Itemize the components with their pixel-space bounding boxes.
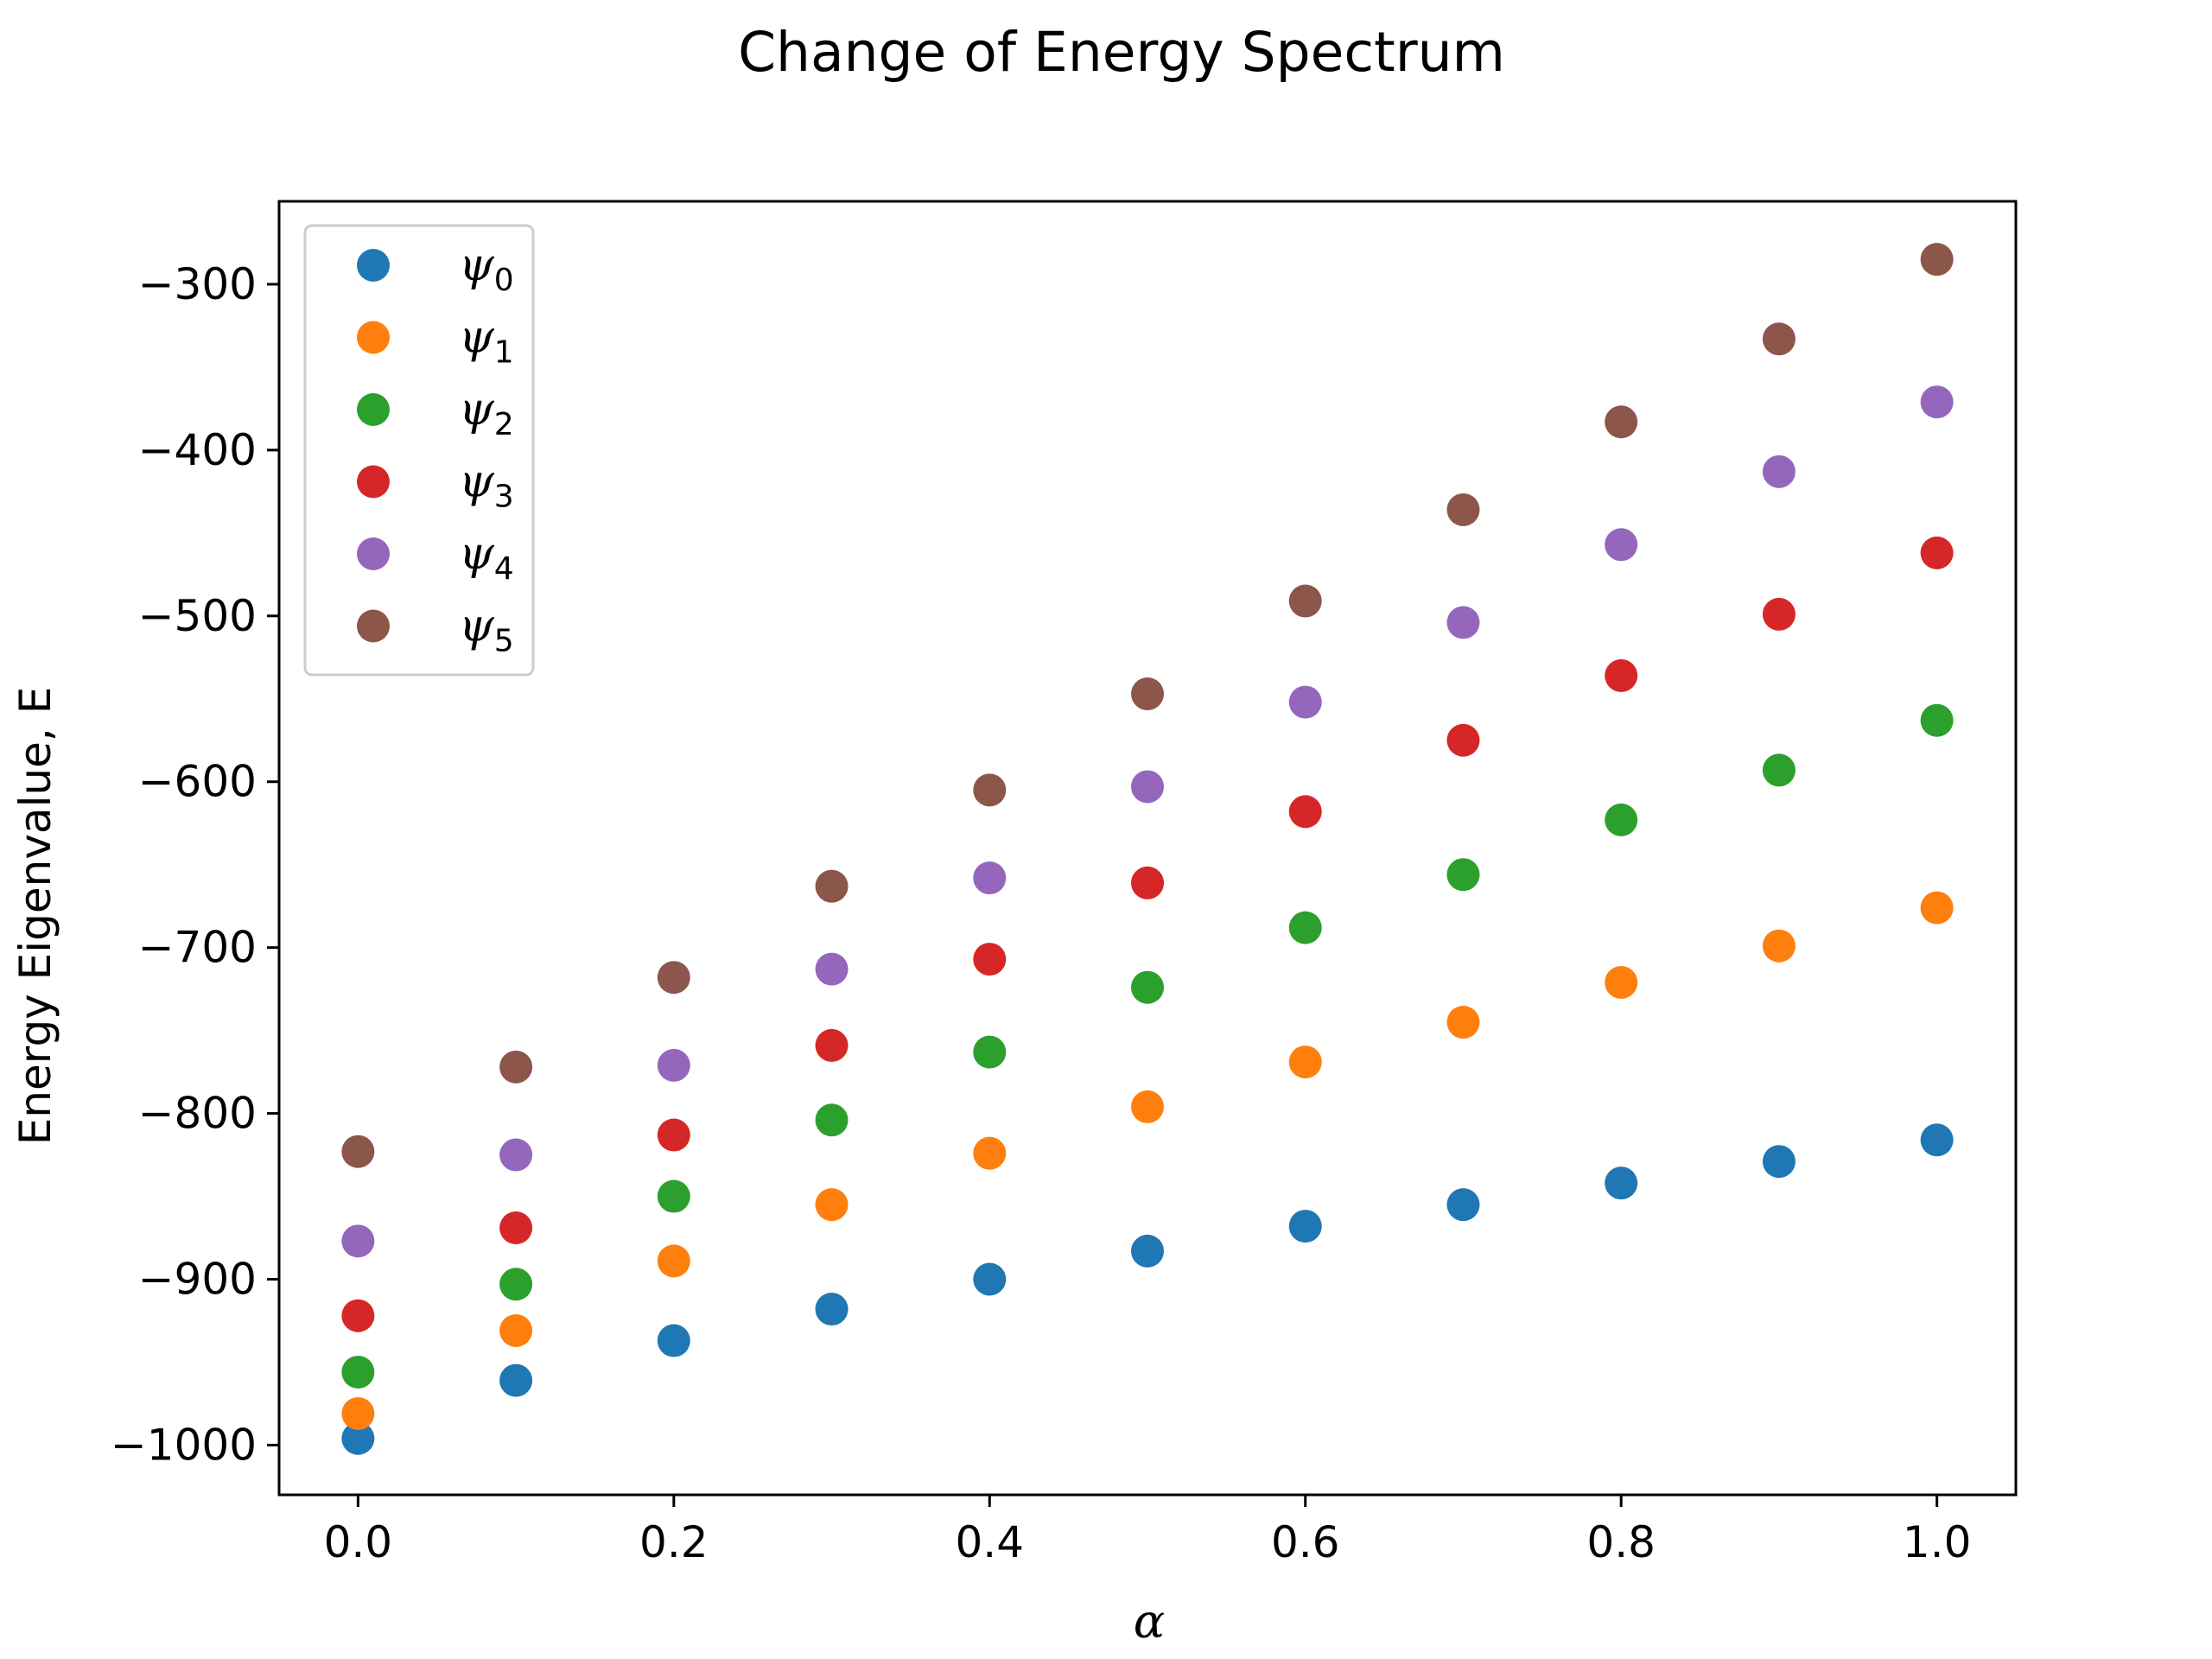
legend-marker-2 xyxy=(357,393,390,426)
y-tick-label: −400 xyxy=(138,425,257,475)
x-tick-label: 1.0 xyxy=(1903,1517,1972,1567)
series-2-point-3 xyxy=(815,1103,849,1137)
x-tick-label: 0.4 xyxy=(956,1517,1025,1567)
series-2-point-2 xyxy=(657,1179,690,1213)
series-1-point-3 xyxy=(815,1188,849,1222)
legend-label-4: ψ4 xyxy=(459,528,514,587)
series-0-point-4 xyxy=(973,1262,1007,1296)
y-tick-label: −500 xyxy=(138,591,257,641)
series-4-point-9 xyxy=(1762,454,1796,488)
series-0-point-7 xyxy=(1446,1188,1480,1222)
series-2-point-5 xyxy=(1131,970,1164,1004)
series-5-point-2 xyxy=(657,961,690,995)
series-1-point-7 xyxy=(1446,1006,1480,1039)
series-1-point-1 xyxy=(499,1313,533,1347)
y-axis-label: Energy Eigenvalue, E xyxy=(10,687,60,1146)
y-tick-label: −800 xyxy=(138,1089,257,1139)
series-4-point-7 xyxy=(1446,606,1480,639)
series-1-point-2 xyxy=(657,1244,690,1278)
series-5-point-0 xyxy=(341,1135,375,1168)
series-4-point-10 xyxy=(1920,385,1954,419)
series-5-point-9 xyxy=(1762,322,1796,356)
legend-label-1: ψ1 xyxy=(459,312,514,371)
x-tick-label: 0.2 xyxy=(639,1517,709,1567)
series-5-point-4 xyxy=(973,773,1007,807)
series-1-point-10 xyxy=(1920,891,1954,925)
legend-marker-1 xyxy=(357,321,390,354)
y-tick-label: −600 xyxy=(138,757,257,807)
y-tick-label: −300 xyxy=(138,259,257,309)
series-1-point-0 xyxy=(341,1396,375,1430)
series-5-point-10 xyxy=(1920,243,1954,276)
series-3-point-7 xyxy=(1446,723,1480,757)
series-2-point-1 xyxy=(499,1268,533,1301)
series-1-point-8 xyxy=(1605,965,1638,999)
legend-label-3: ψ3 xyxy=(459,456,514,515)
series-3-point-10 xyxy=(1920,536,1954,569)
series-3-point-8 xyxy=(1605,658,1638,692)
x-axis-label: α xyxy=(1134,1594,1165,1649)
series-4-point-0 xyxy=(341,1224,375,1258)
series-1-point-6 xyxy=(1288,1046,1322,1079)
series-4-point-8 xyxy=(1605,528,1638,562)
series-4-point-4 xyxy=(973,861,1007,895)
series-3-point-4 xyxy=(973,943,1007,976)
legend-marker-4 xyxy=(357,537,390,570)
series-0-point-0 xyxy=(341,1421,375,1455)
series-2-point-9 xyxy=(1762,753,1796,787)
series-2-point-0 xyxy=(341,1355,375,1389)
series-0-point-2 xyxy=(657,1324,690,1357)
series-0-point-1 xyxy=(499,1363,533,1397)
series-3-point-1 xyxy=(499,1211,533,1245)
series-0-point-3 xyxy=(815,1293,849,1326)
series-0-point-6 xyxy=(1288,1210,1322,1243)
x-tick-label: 0.8 xyxy=(1586,1517,1656,1567)
legend-label-5: ψ5 xyxy=(459,601,514,659)
series-0-point-10 xyxy=(1920,1123,1954,1157)
series-0-point-9 xyxy=(1762,1145,1796,1179)
series-1-point-9 xyxy=(1762,929,1796,963)
x-tick-label: 0.0 xyxy=(324,1517,393,1567)
series-5-point-7 xyxy=(1446,493,1480,526)
series-2-point-4 xyxy=(973,1035,1007,1069)
legend: ψ0 ψ1 ψ2 ψ3 ψ4 ψ5 xyxy=(303,224,535,677)
series-5-point-6 xyxy=(1288,584,1322,618)
axes-frame xyxy=(277,200,2018,1497)
legend-marker-3 xyxy=(357,465,390,499)
chart-title: Change of Energy Spectrum xyxy=(738,21,1505,84)
series-2-point-7 xyxy=(1446,858,1480,892)
y-tick-label: −700 xyxy=(138,923,257,973)
series-2-point-10 xyxy=(1920,703,1954,737)
legend-label-0: ψ0 xyxy=(459,239,514,298)
series-3-point-9 xyxy=(1762,597,1796,631)
legend-marker-5 xyxy=(357,609,390,643)
y-tick-label: −900 xyxy=(138,1255,257,1305)
series-5-point-1 xyxy=(499,1050,533,1084)
series-5-point-5 xyxy=(1131,677,1164,711)
series-1-point-5 xyxy=(1131,1090,1164,1123)
series-0-point-5 xyxy=(1131,1234,1164,1268)
series-3-point-3 xyxy=(815,1028,849,1062)
series-5-point-8 xyxy=(1605,405,1638,439)
series-2-point-8 xyxy=(1605,803,1638,836)
legend-label-2: ψ2 xyxy=(459,384,514,442)
plot-area: 0.0 0.2 0.4 0.6 0.8 1.0 −300 −400 −500 −600 −700 −8… xyxy=(111,200,2018,1567)
series-3-point-2 xyxy=(657,1118,690,1152)
series-0-point-8 xyxy=(1605,1166,1638,1200)
series-3-point-0 xyxy=(341,1299,375,1332)
series-3-point-5 xyxy=(1131,866,1164,899)
series-4-point-5 xyxy=(1131,770,1164,804)
series-4-point-2 xyxy=(657,1048,690,1082)
series-1-point-4 xyxy=(973,1136,1007,1170)
y-tick-label: −1000 xyxy=(111,1420,257,1470)
series-4-point-1 xyxy=(499,1138,533,1172)
series-3-point-6 xyxy=(1288,795,1322,829)
series-4-point-6 xyxy=(1288,685,1322,719)
legend-marker-0 xyxy=(357,249,390,282)
x-tick-label: 0.6 xyxy=(1271,1517,1340,1567)
series-5-point-3 xyxy=(815,869,849,903)
series-2-point-6 xyxy=(1288,911,1322,944)
series-4-point-3 xyxy=(815,952,849,986)
